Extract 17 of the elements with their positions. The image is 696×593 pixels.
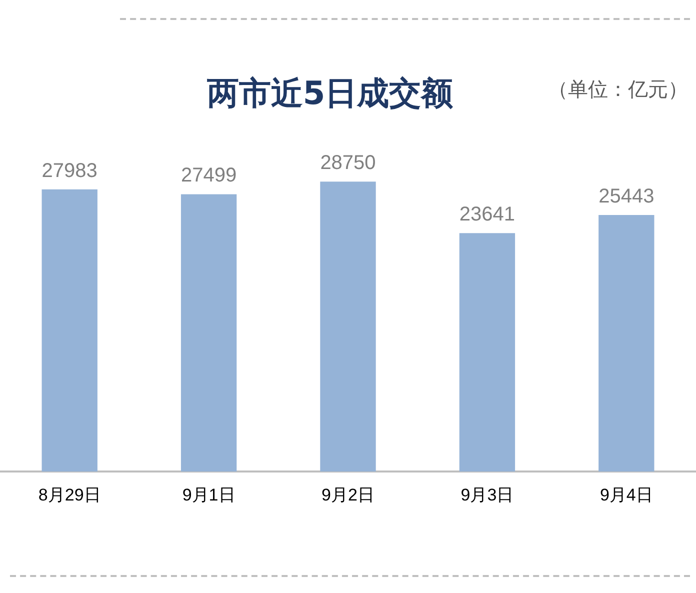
x-tick-label: 8月29日 (38, 485, 101, 504)
data-label: 25443 (598, 185, 654, 208)
bar (42, 189, 98, 472)
data-label: 27983 (42, 160, 98, 182)
x-tick-label: 9月1日 (182, 485, 236, 504)
data-label: 27499 (180, 164, 237, 187)
bar (180, 194, 237, 472)
x-tick-label: 9月3日 (460, 485, 514, 504)
bar (598, 214, 654, 472)
data-label: 28750 (320, 152, 376, 174)
chart-subtitle: （单位：亿元） (548, 76, 688, 103)
bar (459, 233, 516, 472)
bar (320, 182, 376, 472)
data-label: 23641 (459, 204, 516, 226)
x-tick-label: 9月2日 (322, 485, 374, 504)
chart-title: 两市近5日成交额 (206, 74, 454, 112)
x-tick-label: 9月4日 (600, 485, 653, 504)
